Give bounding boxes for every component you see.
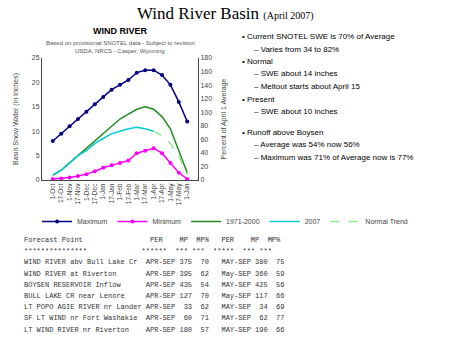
svg-text:180: 180 <box>200 54 212 61</box>
svg-text:1-Mar: 1-Mar <box>133 183 140 201</box>
svg-text:LT POPO AGIE RIVER nr Lander A: LT POPO AGIE RIVER nr Lander APR-SEP 33 … <box>24 303 284 311</box>
svg-text:160: 160 <box>200 68 212 75</box>
svg-text:2007: 2007 <box>305 218 321 225</box>
svg-text:BOYSEN RESERVOIR Inflow A: BOYSEN RESERVOIR Inflow APR-SEP 435 54 M… <box>24 281 284 289</box>
svg-text:Basin Snow Water (in Inches): Basin Snow Water (in Inches) <box>12 73 20 165</box>
svg-text:15: 15 <box>32 103 40 110</box>
svg-text:– SWE about 14 inches: – SWE about 14 inches <box>254 69 338 78</box>
svg-text:• Runoff above Boysen: • Runoff above Boysen <box>242 128 323 137</box>
svg-text:• Current SNOTEL SWE is 70% of: • Current SNOTEL SWE is 70% of Average <box>242 32 395 41</box>
svg-text:WIND RIVER abv Bull Lake Cr A: WIND RIVER abv Bull Lake Cr APR-SEP 375 … <box>24 258 284 266</box>
svg-text:20: 20 <box>200 163 208 170</box>
svg-text:WIND RIVER at Riverton A: WIND RIVER at Riverton APR-SEP 395 62 Ma… <box>24 270 284 278</box>
svg-text:5: 5 <box>36 152 40 159</box>
svg-text:1971-2000: 1971-2000 <box>226 218 260 225</box>
svg-text:25: 25 <box>32 54 40 61</box>
svg-text:17-Feb: 17-Feb <box>125 183 132 204</box>
svg-text:80: 80 <box>200 122 208 129</box>
svg-text:10: 10 <box>32 128 40 135</box>
svg-text:1-Jan: 1-Jan <box>99 183 106 200</box>
svg-text:Wind River Basin (April 2007): Wind River Basin (April 2007) <box>137 4 314 23</box>
svg-text:1-Dec: 1-Dec <box>83 183 90 201</box>
svg-text:BULL LAKE CR near Lenore A: BULL LAKE CR near Lenore APR-SEP 127 70 … <box>24 292 284 300</box>
svg-text:– Varies from 34 to 82%: – Varies from 34 to 82% <box>254 45 339 54</box>
svg-text:17-Mar: 17-Mar <box>141 183 148 204</box>
svg-text:17-Jan: 17-Jan <box>108 183 115 203</box>
svg-text:WIND RIVER: WIND RIVER <box>93 26 148 36</box>
svg-text:Based on provisional SNOTEL da: Based on provisional SNOTEL data - Subje… <box>46 40 195 46</box>
svg-text:USDA, NRCS - Casper, Wyoming: USDA, NRCS - Casper, Wyoming <box>75 48 165 54</box>
svg-text:• Normal: • Normal <box>242 57 273 66</box>
svg-text:Forecast Point: Forecast Point PER MP MP% PER MP MP% <box>24 236 281 244</box>
svg-text:17-Nov: 17-Nov <box>74 183 81 205</box>
svg-text:17-Oct: 17-Oct <box>57 183 64 203</box>
svg-text:Maximum: Maximum <box>77 218 108 225</box>
svg-text:1-Oct: 1-Oct <box>49 183 56 199</box>
svg-text:1-Feb: 1-Feb <box>116 183 123 200</box>
svg-text:40: 40 <box>200 149 208 156</box>
svg-text:– Maximum was 71% of Average n: – Maximum was 71% of Average now is 77% <box>254 153 413 162</box>
svg-text:SF LT WIND nr Fort Washakie A: SF LT WIND nr Fort Washakie APR-SEP 60 7… <box>24 314 284 322</box>
svg-text:120: 120 <box>200 95 212 102</box>
svg-text:17-Apr: 17-Apr <box>158 183 166 203</box>
svg-text:17-May: 17-May <box>175 183 183 205</box>
svg-text:• Present: • Present <box>242 95 275 104</box>
svg-text:– SWE about 10 inches: – SWE about 10 inches <box>254 107 338 116</box>
svg-text:1-Apr: 1-Apr <box>150 183 158 200</box>
svg-text:1-Jun: 1-Jun <box>183 183 190 200</box>
svg-text:– Average was 54% now 56%: – Average was 54% now 56% <box>254 140 360 149</box>
svg-text:17-Dec: 17-Dec <box>91 183 98 205</box>
svg-text:140: 140 <box>200 82 212 89</box>
svg-text:20: 20 <box>32 79 40 86</box>
svg-text:0: 0 <box>36 176 40 183</box>
svg-text:*************** **: *************** ****** *** *** ***** ***… <box>24 247 272 255</box>
svg-text:1-Nov: 1-Nov <box>66 183 73 201</box>
svg-text:– Meltout starts about April 1: – Meltout starts about April 15 <box>254 82 360 91</box>
svg-text:100: 100 <box>200 109 212 116</box>
svg-text:Percent of April 1 Average: Percent of April 1 Average <box>220 78 228 159</box>
svg-text:1-May: 1-May <box>167 183 175 202</box>
svg-text:Minimum: Minimum <box>153 218 182 225</box>
svg-text:0: 0 <box>200 176 204 183</box>
svg-text:LT WIND RIVER nr Riverton A: LT WIND RIVER nr Riverton APR-SEP 180 57… <box>24 326 284 334</box>
svg-text:Normal Trend: Normal Trend <box>365 218 408 225</box>
svg-text:60: 60 <box>200 136 208 143</box>
